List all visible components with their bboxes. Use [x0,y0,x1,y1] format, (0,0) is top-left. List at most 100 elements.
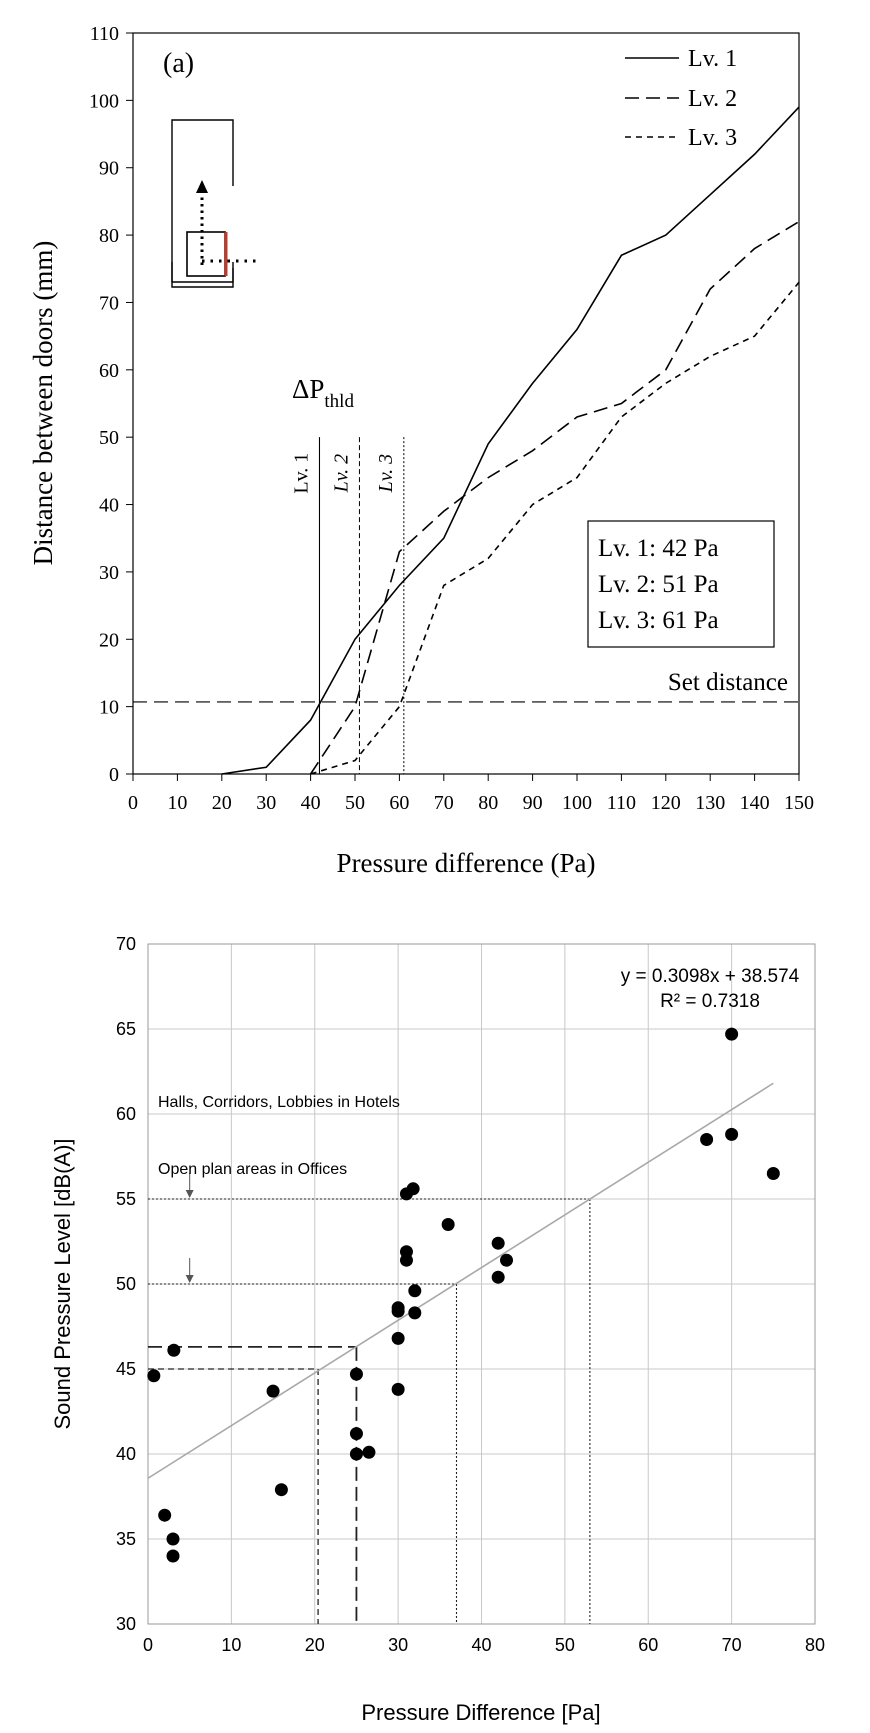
data-point [349,1447,363,1461]
y-tick-label: 70 [99,292,119,314]
x-tick-label: 30 [388,1635,408,1655]
data-point [491,1236,505,1250]
reference-label-offices: Open plan areas in Offices [158,1161,347,1178]
x-tick-label: 80 [805,1635,825,1655]
threshold-value-lv1: Lv. 1: 42 Pa [598,535,719,562]
x-tick-label: 50 [555,1635,575,1655]
x-tick-label: 10 [167,792,187,814]
data-point [391,1382,405,1396]
x-tick-label: 60 [389,792,409,814]
trendline [147,1082,774,1479]
x-tick-label: 20 [212,792,232,814]
reference-lines [148,1173,591,1624]
distance-chart: 0 10 20 30 40 50 60 70 80 90 100 110 120 130 140 150 0 10… [28,23,814,878]
x-tick-label: 70 [722,1635,742,1655]
set-distance-label: Set distance [668,669,788,696]
series-lines [221,106,800,775]
threshold-line-label: Lv. 1 [290,453,312,494]
y-tick-label: 60 [116,1104,136,1124]
threshold-line-label: Lv. 2 [330,454,352,494]
x-tick-label: 140 [740,792,770,814]
reference-arrow-head [185,1275,194,1283]
legend-label-lv2: Lv. 2 [688,86,737,112]
data-point [441,1218,455,1231]
threshold-value-lv2: Lv. 2: 51 Pa [598,571,719,598]
legend: Lv. 1 Lv. 2 Lv. 3 [625,46,737,151]
y-tick-label: 80 [99,225,119,247]
y-tick-label: 70 [116,934,136,954]
data-point [408,1284,422,1298]
data-point [349,1427,363,1441]
y-axis-title: Sound Pressure Level [dB(A)] [50,1138,75,1429]
data-point [725,1027,739,1041]
plot-area-frame [132,32,800,775]
x-tick-label: 0 [143,1635,153,1655]
door-schematic-icon [171,119,258,288]
threshold-line-label: Lv. 3 [375,454,397,494]
axis-ticks [126,32,800,781]
y-tick-label: 50 [116,1274,136,1294]
series-line-lv2 [309,220,800,775]
x-tick-label: 110 [607,792,636,814]
series-line-lv3 [310,281,800,775]
y-tick-label: 45 [116,1359,136,1379]
data-point [491,1270,505,1284]
y-tick-label: 40 [116,1444,136,1464]
data-point [500,1253,514,1267]
chart-text: 0 10 20 30 40 50 60 70 80 30 35 40 45 50 55 60 65 70 [116,934,825,1655]
x-tick-label: 120 [651,792,681,814]
x-axis-title: Pressure difference (Pa) [337,848,596,878]
legend-label-lv1: Lv. 1 [688,46,737,72]
panel-label: (a) [163,48,194,79]
x-tick-label: 150 [784,792,814,814]
y-tick-label: 10 [99,697,119,719]
y-tick-label: 40 [99,495,119,517]
x-tick-label: 40 [301,792,321,814]
data-point [408,1306,422,1320]
data-point [766,1167,780,1180]
x-tick-label: 10 [221,1635,241,1655]
data-point [274,1483,288,1497]
data-point [167,1343,181,1357]
reference-lines [133,437,799,774]
data-point [147,1369,161,1383]
trendline-line [147,1082,774,1479]
y-tick-label: 0 [109,764,119,786]
data-point [725,1127,739,1141]
y-tick-label: 20 [99,629,119,651]
x-tick-label: 40 [471,1635,491,1655]
x-tick-label: 20 [305,1635,325,1655]
x-tick-label: 100 [562,792,592,814]
data-point [406,1182,420,1196]
sound-pressure-chart: 0 10 20 30 40 50 60 70 80 30 35 40 45 50 55 60 65 70 y = … [50,934,825,1725]
trendline-equation: y = 0.3098x + 38.574 [621,966,800,987]
data-point [362,1445,376,1459]
scatter-points [147,1027,780,1563]
x-tick-label: 60 [638,1635,658,1655]
reference-arrow-head [185,1190,194,1198]
x-tick-label: 90 [523,792,543,814]
x-tick-label: 50 [345,792,365,814]
data-point [700,1133,714,1146]
x-tick-label: 130 [695,792,725,814]
series-line-lv1 [221,106,800,775]
threshold-heading: ΔPthld [292,374,354,412]
data-point [349,1367,363,1381]
threshold-value-lv3: Lv. 3: 61 Pa [598,607,719,634]
data-point [391,1331,405,1345]
y-tick-label: 60 [99,360,119,382]
y-tick-label: 30 [116,1614,136,1634]
y-tick-label: 35 [116,1529,136,1549]
y-tick-label: 65 [116,1019,136,1039]
data-point [158,1508,172,1522]
y-axis-title: Distance between doors (mm) [28,241,58,566]
x-axis-title: Pressure Difference [Pa] [361,1700,600,1725]
y-tick-label: 50 [99,427,119,449]
y-tick-label: 55 [116,1189,136,1209]
threshold-values-box: Lv. 1: 42 Pa Lv. 2: 51 Pa Lv. 3: 61 Pa [587,520,775,648]
data-point [266,1384,280,1398]
trendline-r-squared: R² = 0.7318 [660,991,760,1012]
x-tick-label: 80 [478,792,498,814]
data-point [399,1253,413,1267]
y-tick-label: 90 [99,158,119,180]
